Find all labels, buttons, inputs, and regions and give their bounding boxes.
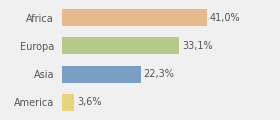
Bar: [62, 37, 179, 54]
Text: 3,6%: 3,6%: [77, 97, 102, 107]
Text: 41,0%: 41,0%: [210, 13, 241, 23]
Bar: [62, 66, 141, 83]
Text: 33,1%: 33,1%: [182, 41, 213, 51]
Bar: [62, 9, 207, 26]
Bar: [62, 94, 74, 111]
Text: 22,3%: 22,3%: [144, 69, 174, 79]
